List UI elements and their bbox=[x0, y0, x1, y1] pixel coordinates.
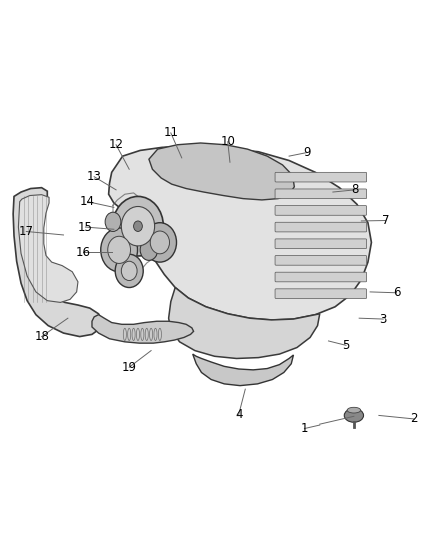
Text: 9: 9 bbox=[303, 146, 311, 159]
Polygon shape bbox=[169, 287, 320, 359]
Ellipse shape bbox=[143, 223, 177, 262]
Text: 12: 12 bbox=[109, 138, 124, 151]
Text: 13: 13 bbox=[87, 170, 102, 183]
Text: 10: 10 bbox=[220, 135, 235, 148]
Polygon shape bbox=[13, 188, 102, 336]
Text: 8: 8 bbox=[351, 183, 358, 196]
Ellipse shape bbox=[121, 261, 137, 280]
Ellipse shape bbox=[115, 254, 143, 287]
Text: 14: 14 bbox=[80, 195, 95, 208]
Text: 2: 2 bbox=[410, 413, 418, 425]
Polygon shape bbox=[193, 354, 293, 386]
Polygon shape bbox=[149, 143, 294, 200]
Text: 17: 17 bbox=[19, 225, 34, 238]
Text: 18: 18 bbox=[34, 330, 49, 343]
FancyBboxPatch shape bbox=[275, 272, 367, 282]
Text: 15: 15 bbox=[78, 221, 93, 233]
Ellipse shape bbox=[105, 212, 121, 231]
FancyBboxPatch shape bbox=[275, 289, 367, 298]
Text: 3: 3 bbox=[380, 312, 387, 326]
Ellipse shape bbox=[101, 228, 138, 272]
Ellipse shape bbox=[121, 206, 155, 246]
Text: 16: 16 bbox=[76, 246, 91, 259]
Text: 11: 11 bbox=[163, 126, 178, 140]
Ellipse shape bbox=[108, 236, 131, 263]
Ellipse shape bbox=[150, 231, 170, 254]
Polygon shape bbox=[109, 146, 371, 320]
FancyBboxPatch shape bbox=[275, 206, 367, 215]
Polygon shape bbox=[18, 195, 78, 302]
Text: 19: 19 bbox=[122, 361, 137, 374]
Text: 1: 1 bbox=[300, 422, 308, 435]
FancyBboxPatch shape bbox=[275, 172, 367, 182]
FancyBboxPatch shape bbox=[275, 255, 367, 265]
Ellipse shape bbox=[113, 197, 163, 256]
Text: 7: 7 bbox=[381, 214, 389, 227]
Ellipse shape bbox=[347, 407, 360, 413]
Ellipse shape bbox=[344, 409, 364, 422]
FancyBboxPatch shape bbox=[275, 189, 367, 199]
Text: 5: 5 bbox=[343, 339, 350, 352]
Text: 4: 4 bbox=[235, 408, 243, 421]
Ellipse shape bbox=[134, 221, 142, 231]
FancyBboxPatch shape bbox=[275, 222, 367, 232]
Text: 6: 6 bbox=[392, 286, 400, 300]
Ellipse shape bbox=[140, 239, 158, 260]
Polygon shape bbox=[92, 314, 194, 343]
FancyBboxPatch shape bbox=[275, 239, 367, 248]
